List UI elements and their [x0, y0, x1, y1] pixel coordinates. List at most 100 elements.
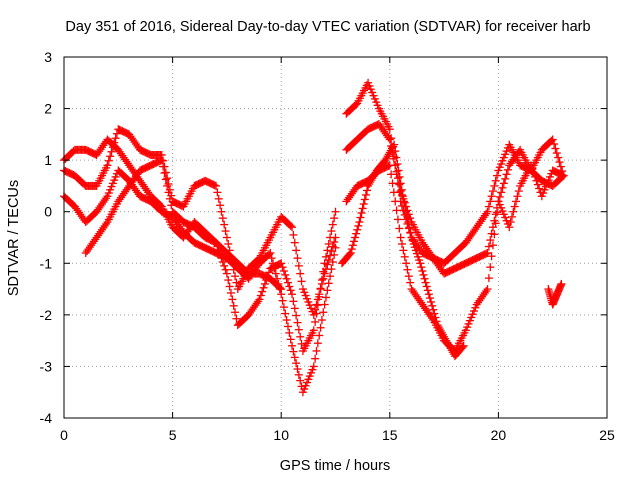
data-point-fill — [531, 172, 540, 181]
data-point-fill — [490, 230, 499, 239]
data-point-fill — [293, 365, 302, 374]
data-point-fill — [290, 238, 299, 247]
data-point — [459, 341, 468, 350]
data-point-fill — [393, 215, 402, 224]
data-point-fill — [357, 209, 366, 218]
data-point-fill — [159, 162, 168, 171]
data-point-fill — [283, 322, 292, 331]
data-point-fill — [311, 317, 320, 326]
data-point-fill — [497, 188, 506, 197]
data-point-fill — [392, 206, 401, 215]
data-point-fill — [330, 214, 339, 223]
data-point-fill — [282, 316, 291, 325]
data-point — [331, 243, 340, 252]
tick-labels: 0 5 10 15 20 25 -4 -3 -2 -1 0 1 2 3 — [40, 49, 615, 443]
data-point-fill — [513, 192, 522, 201]
data-point-fill — [351, 233, 360, 242]
data-point-fill — [164, 188, 173, 197]
data-point-fill — [491, 210, 500, 219]
data-point-fill — [226, 288, 235, 297]
data-points — [60, 78, 568, 397]
x-tick-label: 20 — [491, 427, 507, 443]
data-point-fill — [347, 245, 356, 254]
data-point-fill — [389, 142, 398, 151]
data-point-fill — [486, 263, 495, 272]
data-point-fill — [292, 359, 301, 368]
data-point-fill — [353, 225, 362, 234]
data-point-fill — [417, 263, 426, 272]
data-point-fill — [256, 291, 265, 300]
data-point-fill — [405, 223, 414, 232]
data-point-fill — [349, 237, 358, 246]
data-point-fill — [395, 180, 404, 189]
data-point-fill — [420, 274, 429, 283]
data-point — [483, 285, 492, 294]
data-point-fill — [285, 328, 294, 337]
data-point-fill — [354, 221, 363, 230]
data-point-fill — [423, 286, 432, 295]
x-tick-label: 15 — [382, 427, 398, 443]
data-point-fill — [294, 261, 303, 270]
data-point-fill — [271, 269, 280, 278]
data-point-fill — [391, 147, 400, 156]
data-point-fill — [395, 172, 404, 181]
data-point-fill — [352, 229, 361, 238]
data-point-fill — [429, 305, 438, 314]
data-point-fill — [259, 283, 268, 292]
data-point — [385, 125, 394, 134]
y-tick-label: -2 — [40, 307, 53, 323]
data-point-fill — [359, 199, 368, 208]
data-point-fill — [551, 144, 560, 153]
data-point-fill — [232, 314, 241, 323]
data-point-fill — [327, 227, 336, 236]
data-point-fill — [395, 224, 404, 233]
data-point-fill — [404, 272, 413, 281]
data-point-fill — [220, 261, 229, 270]
data-point-fill — [286, 335, 295, 344]
data-point — [266, 248, 275, 257]
data-point-fill — [358, 204, 367, 213]
data-point — [385, 135, 394, 144]
data-point-fill — [532, 176, 541, 185]
data-point-fill — [102, 219, 111, 228]
data-point-fill — [286, 286, 295, 295]
data-point — [385, 161, 394, 170]
y-tick-label: -4 — [40, 410, 53, 426]
data-point-fill — [393, 160, 402, 169]
data-point-fill — [107, 147, 116, 156]
x-tick-label: 10 — [273, 427, 289, 443]
data-point-fill — [432, 317, 441, 326]
data-point-fill — [217, 207, 226, 216]
data-point — [396, 233, 405, 242]
data-point-fill — [502, 170, 511, 179]
plot-frame — [63, 56, 608, 419]
data-point-fill — [498, 183, 507, 192]
data-point-fill — [296, 269, 305, 278]
data-point-fill — [282, 274, 291, 283]
data-point-fill — [396, 179, 405, 188]
data-point-fill — [279, 267, 288, 276]
data-point-fill — [213, 188, 222, 197]
data-point-fill — [275, 283, 284, 292]
data-point-fill — [292, 311, 301, 320]
data-point-fill — [418, 267, 427, 276]
data-point — [320, 300, 329, 309]
data-point-fill — [491, 219, 500, 228]
data-point-fill — [225, 282, 234, 291]
data-point-fill — [228, 295, 237, 304]
data-point-fill — [397, 185, 406, 194]
data-point-fill — [389, 188, 398, 197]
data-point-fill — [488, 241, 497, 250]
data-point-fill — [316, 323, 325, 332]
axis-ticks — [63, 56, 608, 419]
data-point-fill — [328, 220, 337, 229]
data-point — [277, 259, 286, 268]
data-point-fill — [428, 301, 437, 310]
data-point-fill — [321, 293, 330, 302]
data-point-fill — [326, 233, 335, 242]
data-point-fill — [224, 276, 233, 285]
data-point-fill — [488, 187, 497, 196]
data-point-fill — [361, 190, 370, 199]
data-point-fill — [317, 316, 326, 325]
data-point-fill — [258, 287, 267, 296]
